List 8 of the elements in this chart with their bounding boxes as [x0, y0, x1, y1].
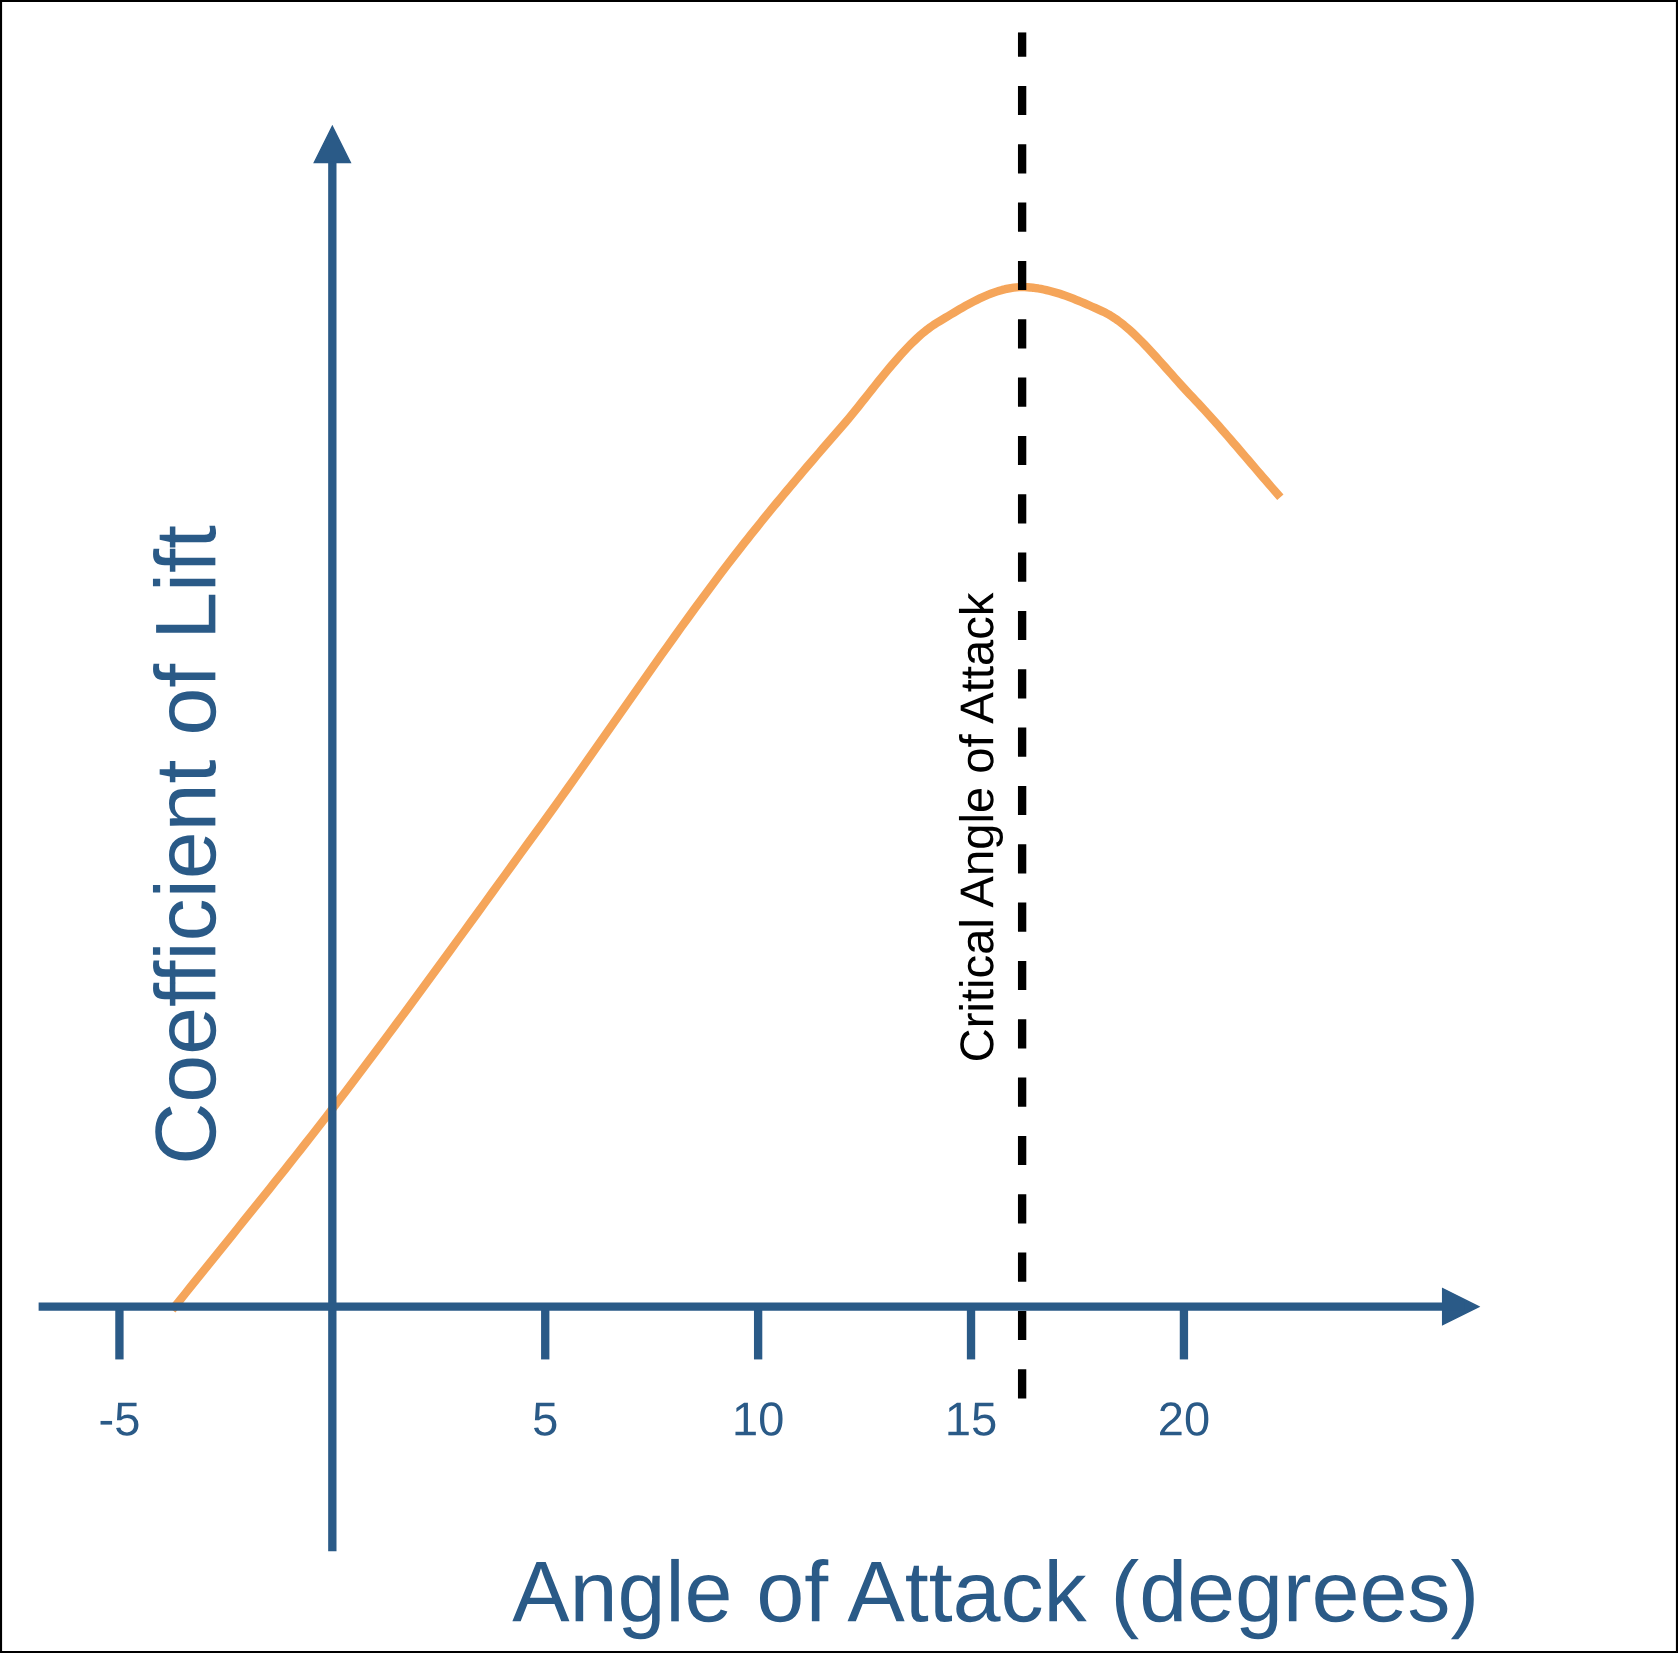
ref-line-label: Critical Angle of Attack	[958, 592, 1003, 1060]
y-axis-title: Coefficient of Lift	[152, 525, 217, 1161]
x-tick-label: 5	[533, 1402, 557, 1436]
x-tick-label: 15	[948, 1402, 996, 1436]
x-tick-label: 10	[735, 1402, 783, 1436]
x-tick-label: -5	[100, 1402, 139, 1436]
x-tick-label: 20	[1160, 1402, 1209, 1436]
x-axis-title: Angle of Attack (degrees)	[512, 1558, 1474, 1640]
